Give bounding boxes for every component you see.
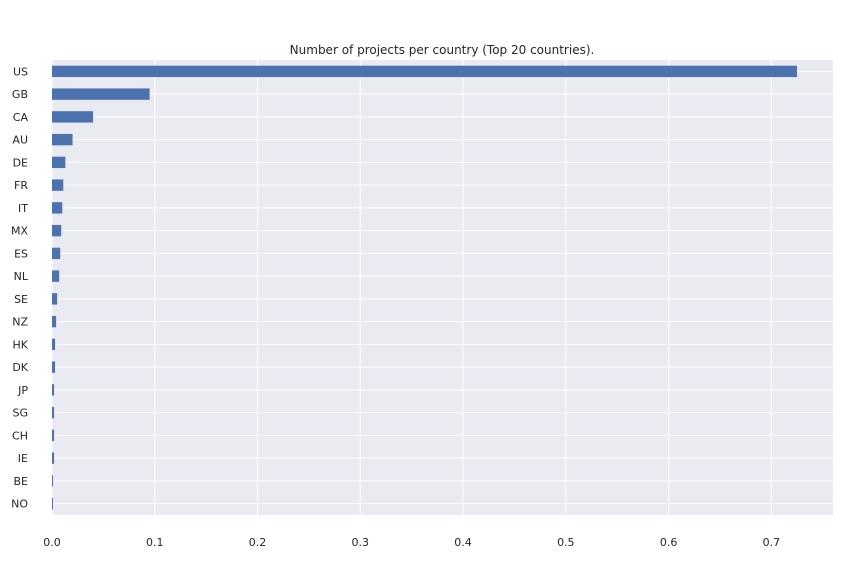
- y-tick-label: HK: [13, 338, 29, 351]
- y-tick-labels: US GB CA AU DE FR IT MX ES NL SE NZ HK DK JP SG CH IE BE NO: [11, 65, 29, 510]
- x-tick-label: 0.4: [454, 536, 472, 549]
- y-tick-label: CH: [12, 429, 28, 442]
- bar-mx: [52, 224, 62, 237]
- y-tick-label: SE: [14, 293, 28, 306]
- bar-de: [52, 156, 66, 169]
- bar-fr: [52, 179, 64, 191]
- y-tick-label: NL: [14, 270, 29, 283]
- bar-be: [52, 475, 54, 487]
- y-tick-label: NZ: [12, 316, 28, 329]
- y-tick-label: AU: [12, 134, 28, 147]
- y-tick-label: FR: [14, 179, 28, 192]
- grid: [51, 60, 833, 515]
- y-tick-label: NO: [11, 498, 28, 511]
- bar-jp: [52, 384, 55, 396]
- y-tick-label: SG: [12, 407, 28, 420]
- x-tick-label: 0.0: [43, 536, 61, 549]
- bar-us: [52, 65, 798, 78]
- y-tick-label: MX: [11, 225, 28, 238]
- bar-nz: [52, 315, 57, 328]
- bar-no: [52, 497, 54, 510]
- y-tick-label: DK: [12, 361, 28, 374]
- y-tick-label: DE: [13, 156, 28, 169]
- chart-title: Number of projects per country (Top 20 c…: [290, 43, 595, 57]
- x-tick-label: 0.2: [249, 536, 267, 549]
- bar-gb: [52, 88, 150, 100]
- x-tick-labels: 0.0 0.1 0.2 0.3 0.4 0.5 0.6 0.7: [43, 536, 780, 549]
- plot-area: [52, 60, 833, 515]
- y-tick-label: US: [13, 65, 28, 78]
- y-tick-label: JP: [17, 384, 28, 397]
- y-tick-label: GB: [12, 88, 28, 101]
- bar-es: [52, 247, 61, 260]
- y-tick-label: BE: [14, 475, 29, 488]
- bar-it: [52, 202, 63, 214]
- x-tick-label: 0.3: [352, 536, 370, 549]
- bar-nl: [52, 270, 60, 282]
- y-tick-label: IE: [18, 452, 28, 465]
- bar-ie: [52, 452, 55, 464]
- bars: [52, 65, 798, 510]
- y-tick-label: ES: [14, 247, 28, 260]
- y-tick-label: IT: [18, 202, 28, 215]
- bar-ch: [52, 429, 55, 442]
- x-tick-label: 0.1: [146, 536, 164, 549]
- bar-se: [52, 293, 58, 305]
- x-tick-label: 0.7: [763, 536, 781, 549]
- bar-ca: [52, 111, 94, 123]
- y-tick-label: CA: [13, 111, 29, 124]
- x-tick-label: 0.5: [557, 536, 575, 549]
- bar-sg: [52, 406, 55, 419]
- bar-hk: [52, 338, 56, 351]
- x-tick-label: 0.6: [660, 536, 678, 549]
- bar-au: [52, 133, 73, 146]
- bar-dk: [52, 361, 56, 373]
